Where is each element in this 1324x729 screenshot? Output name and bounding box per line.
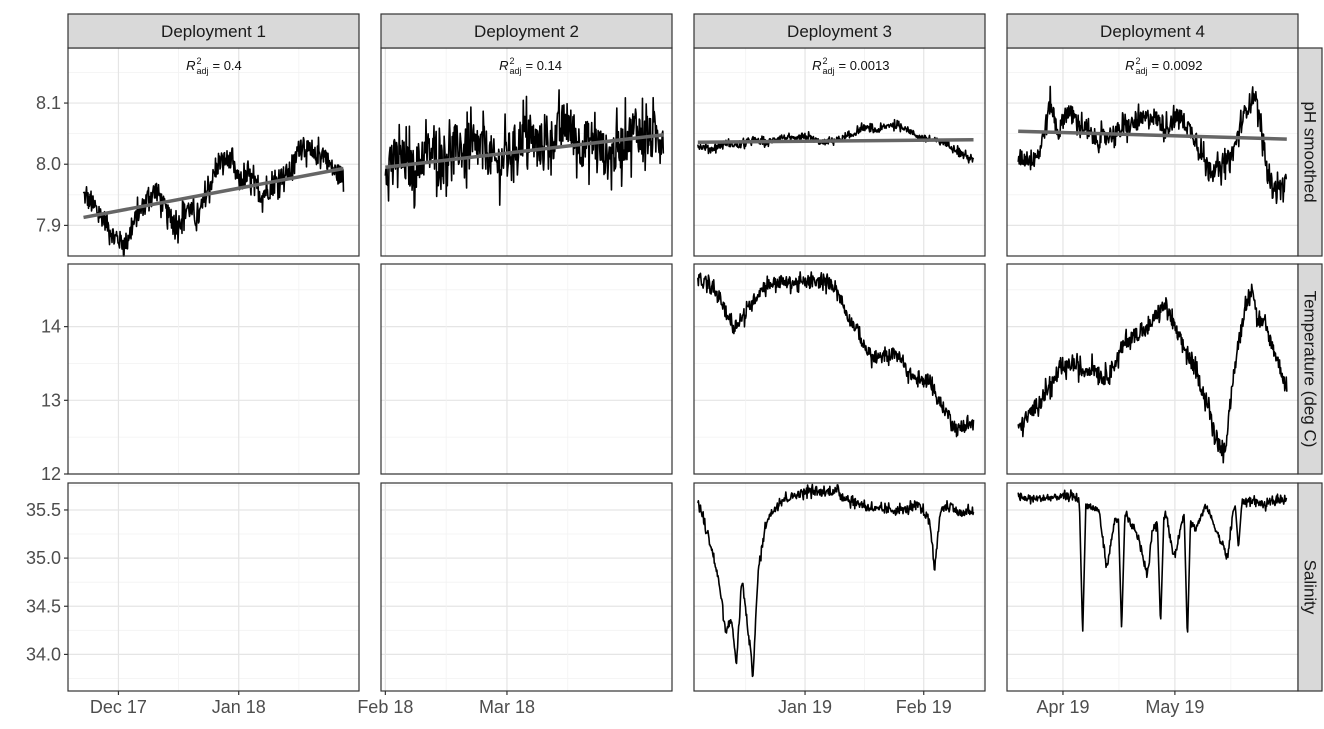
x-tick-label: May 19 (1145, 697, 1204, 717)
panel-1-3 (68, 483, 359, 691)
y-tick-label: 8.1 (36, 93, 61, 113)
annotation-symbol: R (812, 58, 821, 73)
y-tick-label: 14 (41, 317, 61, 337)
row-label-2: Temperature (deg C) (1301, 291, 1320, 448)
fit-line-3 (697, 138, 974, 144)
series-line-4-2 (1017, 283, 1288, 464)
x-tick-label: Dec 17 (90, 697, 147, 717)
series-line-3-3 (697, 483, 975, 678)
panel-border (693, 263, 986, 475)
series-line-1-1 (82, 136, 345, 257)
x-tick-label: Jan 19 (778, 697, 832, 717)
panel-border (380, 482, 673, 692)
y-tick-label: 12 (41, 464, 61, 484)
fit-line-2 (385, 133, 664, 170)
row-strip-2 (1297, 263, 1323, 475)
facet-label-4: Deployment 4 (1100, 22, 1205, 41)
panel-background (1007, 264, 1298, 474)
annotation-value: = 0.0013 (839, 58, 890, 73)
annotation-subscript: adj (823, 66, 835, 76)
annotation-symbol: R (499, 58, 508, 73)
y-tick-label: 13 (41, 390, 61, 410)
x-tick-label: Mar 18 (479, 697, 535, 717)
panel-3-1 (694, 48, 985, 257)
series-line-3-2 (697, 271, 975, 438)
panel-border (693, 482, 986, 692)
panel-background (694, 48, 985, 256)
x-tick-label: Apr 19 (1036, 697, 1089, 717)
annotation-superscript: 2 (1136, 56, 1141, 66)
facet-label-2: Deployment 2 (474, 22, 579, 41)
fit-line-1 (83, 166, 344, 220)
annotation-subscript: adj (510, 66, 522, 76)
panel-2-3 (381, 483, 672, 691)
y-tick-label: 8.0 (36, 154, 61, 174)
annotation-superscript: 2 (510, 56, 515, 66)
row-strip-3 (1297, 482, 1323, 692)
annotation-value: = 0.4 (213, 58, 242, 73)
facet-strip-1 (67, 13, 360, 49)
fit-line-4 (1018, 129, 1287, 141)
facet-label-3: Deployment 3 (787, 22, 892, 41)
facet-strip-4 (1006, 13, 1299, 49)
series-line-4-1 (1017, 85, 1288, 205)
panel-2-2 (381, 264, 672, 475)
annotation-symbol: R (186, 58, 195, 73)
y-tick-label: 34.0 (26, 644, 61, 664)
panel-border (380, 263, 673, 475)
panel-4-2 (1006, 264, 1298, 475)
row-strip-1 (1297, 47, 1323, 257)
annotation-symbol: R (1125, 58, 1134, 73)
x-tick-label: Feb 19 (896, 697, 952, 717)
facet-label-1: Deployment 1 (161, 22, 266, 41)
annotation-value: = 0.0092 (1152, 58, 1203, 73)
panel-background (1007, 48, 1298, 256)
row-label-3: Salinity (1301, 560, 1320, 615)
y-tick-label: 7.9 (36, 215, 61, 235)
panel-background (381, 264, 672, 474)
panel-background (1007, 483, 1298, 691)
panel-4-1 (1006, 48, 1298, 257)
row-label-1: pH smoothed (1301, 101, 1320, 202)
series-line-2-1 (384, 89, 665, 209)
series-line-4-3 (1017, 489, 1288, 633)
panel-background (381, 483, 672, 691)
annotation-value: = 0.14 (526, 58, 563, 73)
panel-background (68, 264, 359, 474)
x-tick-label: Feb 18 (357, 697, 413, 717)
annotation-subscript: adj (197, 66, 209, 76)
annotation-superscript: 2 (197, 56, 202, 66)
panel-background (694, 483, 985, 691)
panel-3-3 (694, 483, 985, 691)
panel-1-2 (68, 264, 359, 475)
panel-border (67, 482, 360, 692)
panel-border (67, 263, 360, 475)
y-tick-label: 35.0 (26, 548, 61, 568)
y-tick-label: 34.5 (26, 596, 61, 616)
y-tick-label: 35.5 (26, 500, 61, 520)
panel-4-3 (1006, 483, 1298, 691)
annotation-superscript: 2 (823, 56, 828, 66)
x-tick-label: Jan 18 (212, 697, 266, 717)
annotation-subscript: adj (1136, 66, 1148, 76)
panel-background (68, 483, 359, 691)
facet-strip-2 (380, 13, 673, 49)
facet-strip-3 (693, 13, 986, 49)
